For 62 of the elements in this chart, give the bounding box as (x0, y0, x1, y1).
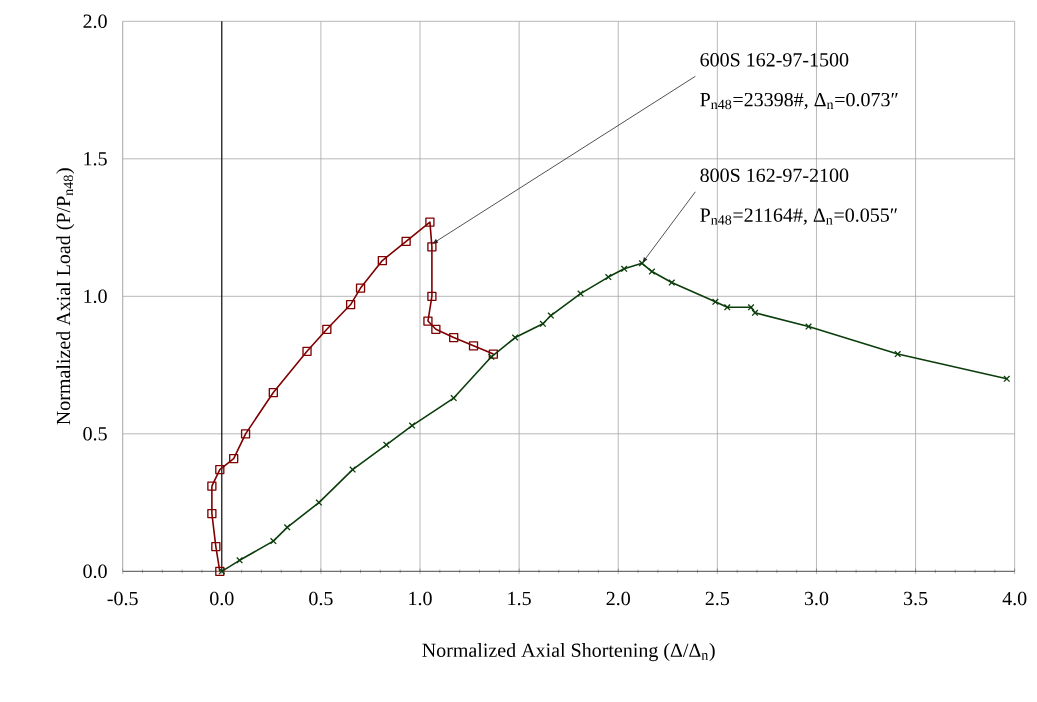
x-tick-label: 0.0 (210, 591, 234, 606)
point (604, 273, 612, 281)
point (355, 283, 366, 293)
x-tick-label: -0.5 (107, 591, 138, 606)
y-tick-label: 2.0 (83, 14, 107, 29)
point (1003, 375, 1011, 383)
annotation: 800S 162-97-2100 (700, 168, 849, 183)
point (449, 332, 459, 343)
y-tick-label: 0.5 (83, 427, 107, 441)
point (539, 320, 547, 328)
point (382, 441, 390, 449)
point (302, 346, 312, 356)
annotation: P$_{n48}$=23398#, Δ$_{n}$=0.073″ (700, 92, 898, 110)
point (747, 303, 755, 311)
point (668, 279, 676, 287)
point (511, 334, 519, 342)
y-tick-label: 0.0 (83, 564, 107, 579)
point (408, 422, 416, 430)
point (240, 429, 251, 439)
point (427, 291, 437, 301)
point (450, 394, 458, 402)
x-tick-label: 2.5 (705, 591, 730, 606)
y-axis-title: Normalized Axial Load (P/P$_{n48}$) (56, 168, 75, 425)
point (894, 350, 902, 358)
point (215, 464, 225, 475)
point (638, 259, 646, 267)
x-axis-title: Normalized Axial Shortening (Δ/Δ$_{n}$) (422, 642, 715, 662)
point (236, 556, 244, 564)
point (425, 217, 435, 227)
point (488, 349, 499, 359)
point (315, 499, 323, 507)
point (431, 324, 441, 334)
point (487, 353, 495, 361)
point (211, 541, 221, 552)
x-tick-label: 0.5 (309, 591, 333, 606)
point (268, 387, 278, 398)
y-tick-label: 1.0 (84, 289, 107, 304)
point (648, 268, 656, 276)
x-tick-label: 4.0 (1002, 591, 1027, 606)
y-tick-label: 1.5 (84, 152, 107, 166)
annotation: 600S 162-97-1500 (700, 53, 849, 67)
x-tick-label: 2.0 (606, 591, 630, 606)
x-tick-label: 1.0 (409, 591, 432, 606)
point (283, 523, 291, 531)
point (711, 298, 719, 306)
annotation: P$_{n48}$=21164#, Δ$_{n}$=0.055″ (700, 208, 897, 225)
point (345, 299, 356, 310)
point (468, 341, 479, 351)
point (269, 537, 277, 545)
x-tick-label: 3.0 (804, 591, 829, 606)
point (427, 242, 437, 252)
x-tick-label: 3.5 (904, 591, 928, 606)
point (207, 481, 217, 491)
point (322, 324, 332, 334)
point (423, 316, 433, 326)
point (229, 453, 239, 464)
x-tick-label: 1.5 (508, 591, 531, 606)
point (751, 309, 759, 317)
point (207, 508, 217, 519)
point (547, 312, 555, 320)
point (401, 236, 411, 246)
point (377, 255, 388, 266)
